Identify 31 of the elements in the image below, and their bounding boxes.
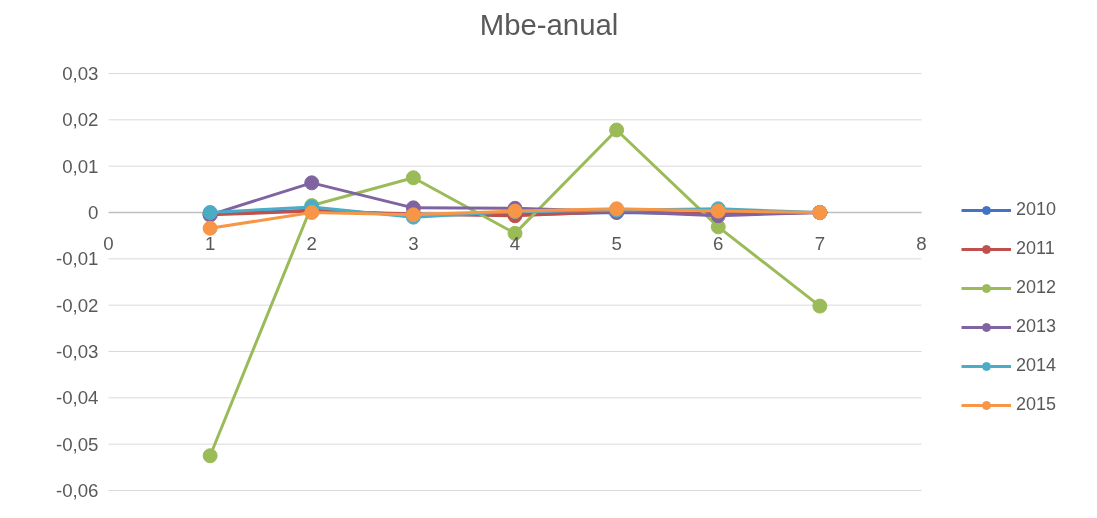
y-tick-label: -0,01 xyxy=(55,248,99,270)
point xyxy=(405,170,421,186)
x-tick-label: 6 xyxy=(713,232,724,254)
y-tick-label: 0 xyxy=(88,202,99,223)
point xyxy=(202,448,218,464)
x-tick-label: 3 xyxy=(408,232,419,254)
legend-label: 2015 xyxy=(1016,394,1057,415)
point xyxy=(304,175,320,191)
x-tick-label: 7 xyxy=(814,232,826,254)
y-tick-label: -0,06 xyxy=(55,480,99,501)
x-tick-label: 2 xyxy=(306,232,317,254)
legend-label: 2011 xyxy=(1016,238,1055,259)
legend-label: 2012 xyxy=(1016,277,1057,298)
y-tick-label: -0,05 xyxy=(55,433,99,455)
y-tick-label: -0,03 xyxy=(55,341,99,362)
y-tick-label: -0,02 xyxy=(55,294,99,316)
legend-label: 2013 xyxy=(1016,316,1057,337)
point xyxy=(609,122,625,138)
y-tick-label: 0,02 xyxy=(62,109,99,131)
x-tick-label: 1 xyxy=(204,232,216,254)
x-tick-label: 0 xyxy=(103,232,114,254)
legend-label: 2014 xyxy=(1016,355,1057,376)
x-tick-label: 5 xyxy=(611,232,622,254)
point xyxy=(202,220,218,236)
legend-label: 2010 xyxy=(1016,199,1057,220)
y-tick-label: -0,04 xyxy=(55,387,99,409)
y-tick-label: 0,03 xyxy=(62,63,99,84)
point xyxy=(812,298,828,314)
x-tick-label: 8 xyxy=(916,232,927,254)
y-tick-label: 0,01 xyxy=(62,155,99,177)
chart-title: Mbe-anual xyxy=(479,7,619,41)
